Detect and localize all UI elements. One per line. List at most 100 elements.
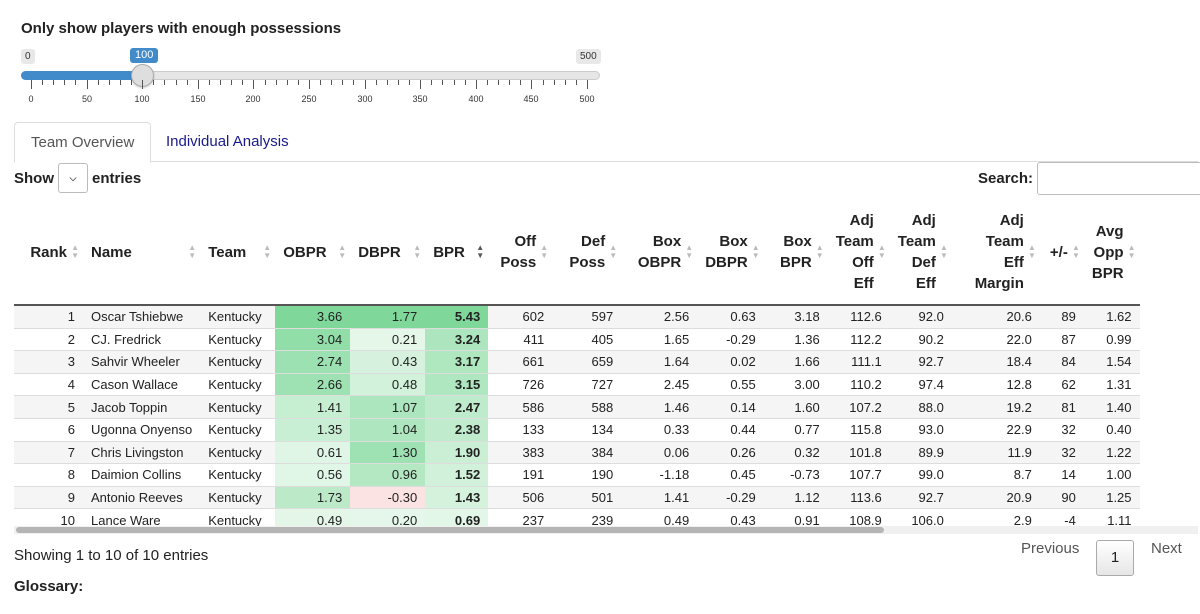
column-header-obpr[interactable]: OBPR ▲ ▼ <box>275 200 351 306</box>
table-cell-obpr: 1.41 <box>275 395 351 419</box>
column-header-label: +/- <box>1049 243 1068 261</box>
table-cell-: 81 <box>1039 395 1084 419</box>
table-cell-bpr: 1.43 <box>425 485 489 509</box>
slider-title: Only show players with enough possession… <box>21 20 342 37</box>
table-cell-: 89 <box>1039 304 1084 329</box>
slider-tick-label: 150 <box>190 94 206 104</box>
tab-individual-analysis[interactable]: Individual Analysis <box>166 133 289 150</box>
table-cell-team: Kentucky <box>200 372 276 396</box>
scrollbar-thumb[interactable] <box>16 527 884 533</box>
sort-icon: ▲ ▼ <box>1071 243 1080 260</box>
table-row[interactable]: 1 Oscar Tshiebwe Kentucky 3.66 1.77 5.43 602 59… <box>14 304 1140 329</box>
column-header-off-poss[interactable]: Off Poss ▲ ▼ <box>488 200 553 306</box>
slider-tick-label: 100 <box>134 94 150 104</box>
slider-tick <box>543 80 544 85</box>
slider-tick <box>298 80 299 85</box>
tab-team-overview[interactable]: Team Overview <box>14 122 152 163</box>
table-cell-adj-team-off-eff: 107.2 <box>827 395 890 419</box>
table-row[interactable]: 10 Lance Ware Kentucky 0.49 0.20 0.69 237 239 0.… <box>14 508 1140 531</box>
table-cell-name: Daimion Collins <box>83 463 201 487</box>
table-cell-rank: 4 <box>14 372 83 396</box>
column-header-dbpr[interactable]: DBPR ▲ ▼ <box>350 200 426 306</box>
table-cell-def-poss: 190 <box>552 463 622 487</box>
slider-value-label: 100 <box>130 48 159 63</box>
search-input[interactable] <box>1037 162 1200 195</box>
horizontal-scrollbar[interactable] <box>14 526 1198 534</box>
table-cell-avg-opp-bpr: 1.00 <box>1083 463 1140 487</box>
column-header-label: Team <box>835 233 874 250</box>
slider-tick <box>75 80 76 85</box>
table-cell-team: Kentucky <box>200 440 276 464</box>
table-cell-adj-team-eff-margin: 22.9 <box>951 417 1040 442</box>
column-header-label: Def <box>581 233 606 250</box>
table-cell-adj-team-off-eff: 115.8 <box>827 417 890 442</box>
column-header-def-poss[interactable]: Def Poss ▲ ▼ <box>552 200 622 306</box>
table-cell-adj-team-off-eff: 111.1 <box>827 350 890 374</box>
column-header-bpr[interactable]: BPR ▲ ▼ <box>425 200 489 306</box>
slider-tick <box>53 80 54 85</box>
table-cell-obpr: 3.04 <box>275 327 351 351</box>
next-button[interactable]: Next <box>1151 540 1182 557</box>
table-cell-rank: 5 <box>14 395 83 419</box>
table-cell-team: Kentucky <box>200 304 276 329</box>
column-header-adj-team-eff-margin[interactable]: Adj Team Eff Margin ▲ ▼ <box>951 200 1040 306</box>
slider-tick <box>265 80 266 85</box>
column-header-label: Margin <box>974 275 1024 292</box>
slider-tick <box>465 80 466 85</box>
table-cell-adj-team-eff-margin: 20.9 <box>951 485 1040 509</box>
column-header-[interactable]: +/- ▲ ▼ <box>1039 200 1084 306</box>
table-row[interactable]: 3 Sahvir Wheeler Kentucky 2.74 0.43 3.17 661 65… <box>14 350 1140 374</box>
table-cell-bpr: 1.90 <box>425 440 489 464</box>
slider-tick <box>520 80 521 85</box>
table-cell-box-dbpr: -0.29 <box>697 327 764 351</box>
table-cell-dbpr: 0.21 <box>350 327 426 351</box>
table-cell-off-poss: 133 <box>488 417 553 442</box>
entries-select[interactable]: ⌵ <box>58 163 88 193</box>
column-header-team[interactable]: Team ▲ ▼ <box>200 200 276 306</box>
table-cell-avg-opp-bpr: 1.22 <box>1083 440 1140 464</box>
slider-tick <box>242 80 243 85</box>
table-cell-off-poss: 726 <box>488 372 553 396</box>
page-1-button[interactable]: 1 <box>1096 540 1134 576</box>
column-header-rank[interactable]: Rank ▲ ▼ <box>14 200 83 306</box>
sort-icon: ▲ ▼ <box>1027 243 1036 260</box>
table-cell-def-poss: 588 <box>552 395 622 419</box>
table-row[interactable]: 8 Daimion Collins Kentucky 0.56 0.96 1.52 191 1… <box>14 463 1140 487</box>
table-cell-obpr: 0.56 <box>275 463 351 487</box>
table-cell-box-dbpr: 0.55 <box>697 372 764 396</box>
column-header-adj-team-off-eff[interactable]: Adj Team Off Eff ▲ ▼ <box>827 200 890 306</box>
column-header-avg-opp-bpr[interactable]: Avg Opp BPR ▲ ▼ <box>1083 200 1140 306</box>
table-row[interactable]: 2 CJ. Fredrick Kentucky 3.04 0.21 3.24 411 405 1… <box>14 327 1140 351</box>
column-header-box-obpr[interactable]: Box OBPR ▲ ▼ <box>621 200 698 306</box>
slider-tick-label: 0 <box>28 94 34 104</box>
table-row[interactable]: 6 Ugonna Onyenso Kentucky 1.35 1.04 2.38 133 13… <box>14 417 1140 442</box>
table-cell-box-bpr: -0.73 <box>763 463 828 487</box>
sort-icon: ▲ ▼ <box>413 243 422 260</box>
table-cell-dbpr: 0.96 <box>350 463 426 487</box>
slider-tick <box>331 80 332 85</box>
table-cell-bpr: 2.38 <box>425 417 489 442</box>
column-header-label: Team <box>208 243 247 261</box>
slider-tick <box>576 80 577 85</box>
table-row[interactable]: 7 Chris Livingston Kentucky 0.61 1.30 1.90 383… <box>14 440 1140 464</box>
column-header-name[interactable]: Name ▲ ▼ <box>83 200 201 306</box>
column-header-adj-team-def-eff[interactable]: Adj Team Def Eff ▲ ▼ <box>889 200 952 306</box>
table-cell-box-obpr: 2.45 <box>621 372 698 396</box>
column-header-box-dbpr[interactable]: Box DBPR ▲ ▼ <box>697 200 764 306</box>
table-cell-bpr: 5.43 <box>425 304 489 329</box>
table-cell-team: Kentucky <box>200 327 276 351</box>
column-header-box-bpr[interactable]: Box BPR ▲ ▼ <box>763 200 828 306</box>
slider-max-label: 500 <box>576 49 601 64</box>
table-row[interactable]: 5 Jacob Toppin Kentucky 1.41 1.07 2.47 586 588 1… <box>14 395 1140 419</box>
table-cell-team: Kentucky <box>200 485 276 509</box>
previous-button[interactable]: Previous <box>1021 540 1080 557</box>
table-row[interactable]: 4 Cason Wallace Kentucky 2.66 0.48 3.15 726 727… <box>14 372 1140 396</box>
table-row[interactable]: 9 Antonio Reeves Kentucky 1.73 -0.30 1.43 506 5… <box>14 485 1140 509</box>
slider-tick-label: 50 <box>81 94 93 104</box>
column-header-label: Def <box>911 254 936 271</box>
table-cell-adj-team-eff-margin: 19.2 <box>951 395 1040 419</box>
table-cell-: 90 <box>1039 485 1084 509</box>
slider-tick <box>431 80 432 85</box>
sort-icon: ▲ ▼ <box>263 243 272 260</box>
show-label: Show <box>14 169 54 187</box>
